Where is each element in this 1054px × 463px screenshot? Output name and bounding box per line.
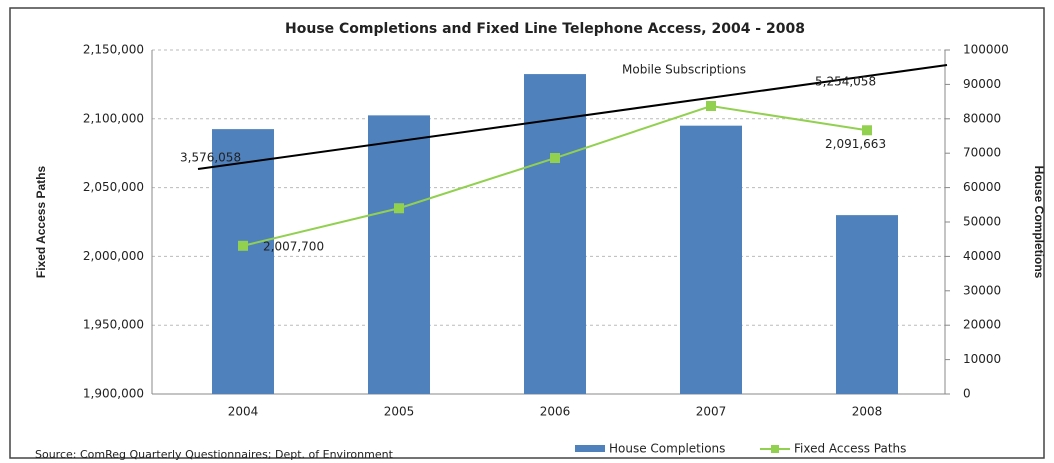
marker <box>550 153 560 164</box>
y2-axis-label: House Completions <box>1032 166 1046 279</box>
y2-tick-label: 40000 <box>963 249 1001 263</box>
y-tick-label: 2,100,000 <box>83 111 144 125</box>
y2-tick-label: 50000 <box>963 215 1001 229</box>
y2-tick-label: 60000 <box>963 180 1001 194</box>
bar <box>680 125 742 395</box>
legend-label: House Completions <box>609 442 725 456</box>
mobile-label: 3,576,058 <box>180 151 241 165</box>
mobile-name: Mobile Subscriptions <box>622 63 746 77</box>
y-tick-label: 1,900,000 <box>83 387 144 401</box>
bar <box>368 115 430 395</box>
bar <box>212 129 274 394</box>
y-tick-label: 1,950,000 <box>83 318 144 332</box>
bar <box>524 74 586 394</box>
x-tick-label: 2004 <box>228 405 259 419</box>
legend-swatch <box>771 445 779 453</box>
data-label: 2,091,663 <box>825 137 886 151</box>
marker <box>706 101 716 112</box>
y-tick-label: 2,150,000 <box>83 43 144 57</box>
chart-title: House Completions and Fixed Line Telepho… <box>285 21 805 37</box>
y2-tick-label: 10000 <box>963 352 1001 366</box>
y-tick-label: 2,050,000 <box>83 180 144 194</box>
x-tick-label: 2005 <box>384 405 415 419</box>
y-tick-label: 2,000,000 <box>83 249 144 263</box>
x-tick-label: 2006 <box>540 405 571 419</box>
marker <box>862 125 872 136</box>
y2-tick-label: 80000 <box>963 111 1001 125</box>
mobile-label: 5,254,058 <box>815 75 876 89</box>
source-note: Source: ComReg Quarterly Questionnaires;… <box>35 448 394 461</box>
y2-tick-label: 30000 <box>963 283 1001 297</box>
data-label: 2,007,700 <box>263 239 324 253</box>
y2-tick-label: 100000 <box>963 43 1009 57</box>
bar <box>836 215 898 394</box>
marker <box>394 203 404 214</box>
y2-tick-label: 90000 <box>963 77 1001 91</box>
y2-tick-label: 70000 <box>963 146 1001 160</box>
y-axis-label: Fixed Access Paths <box>34 166 48 279</box>
mobile-line <box>197 64 948 170</box>
legend-label: Fixed Access Paths <box>794 442 906 456</box>
marker <box>238 240 248 251</box>
y2-tick-label: 0 <box>963 387 971 401</box>
legend-swatch <box>575 445 605 452</box>
x-tick-label: 2008 <box>852 405 883 419</box>
x-tick-label: 2007 <box>696 405 727 419</box>
y2-tick-label: 20000 <box>963 318 1001 332</box>
